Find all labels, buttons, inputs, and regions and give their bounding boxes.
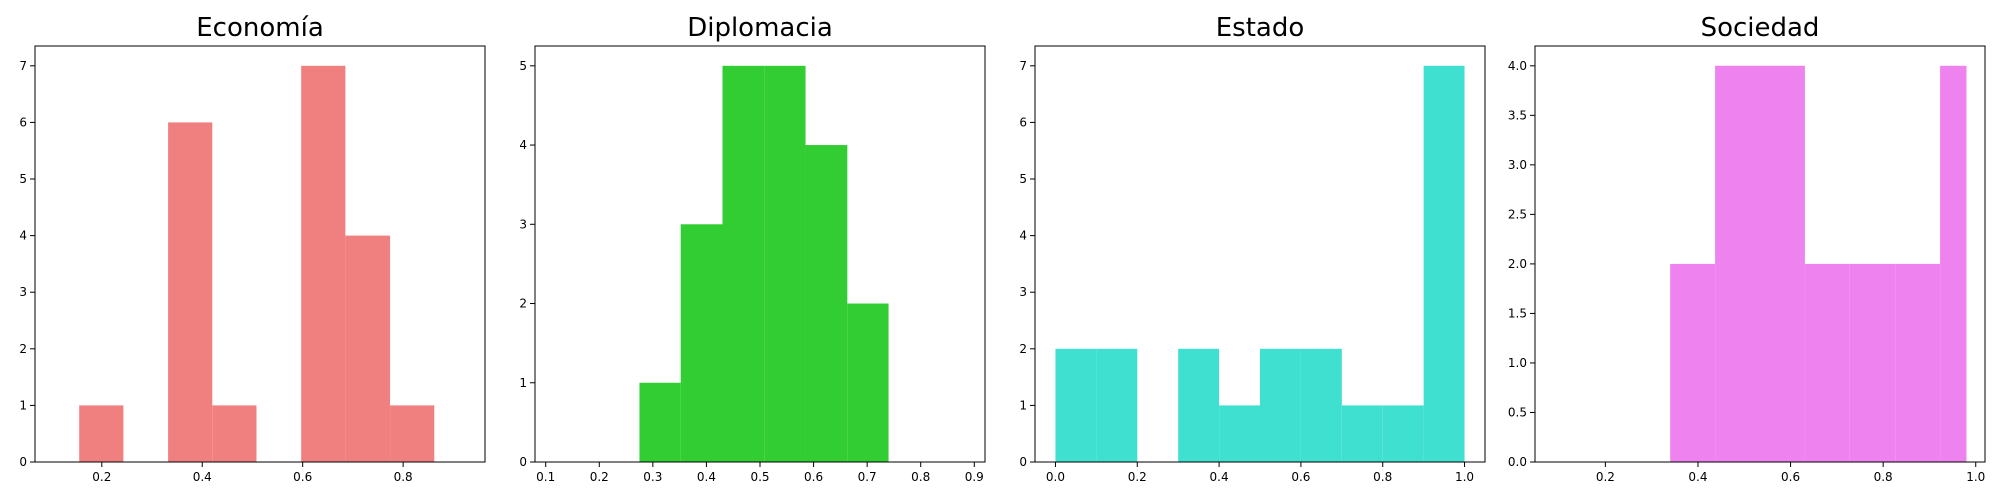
y-tick-label: 7 bbox=[1019, 59, 1027, 73]
histogram-bar bbox=[722, 65, 765, 463]
histogram-bar bbox=[1895, 263, 1941, 462]
x-tick-label: 0.5 bbox=[750, 470, 769, 484]
y-tick-label: 4 bbox=[1019, 229, 1027, 243]
x-tick-label: 0.6 bbox=[293, 470, 312, 484]
x-tick-label: 1.0 bbox=[1966, 470, 1985, 484]
y-tick-label: 2 bbox=[519, 297, 527, 311]
y-tick-label: 6 bbox=[1019, 115, 1027, 129]
x-tick-label: 0.2 bbox=[590, 470, 609, 484]
x-tick-label: 0.8 bbox=[1874, 470, 1893, 484]
x-tick-label: 0.6 bbox=[1781, 470, 1800, 484]
histogram-bar bbox=[1849, 263, 1896, 462]
panel-economia: Economía 0.2 0.4 0.6 0.8 0 1 2 3 4 5 6 7 bbox=[19, 13, 486, 484]
x-tick-label: 0.1 bbox=[536, 470, 555, 484]
x-tick-label: 0.4 bbox=[1210, 470, 1229, 484]
y-tick-label: 3.0 bbox=[1508, 158, 1527, 172]
y-tick-label: 1.5 bbox=[1508, 306, 1527, 320]
x-tick-label: 0.8 bbox=[911, 470, 930, 484]
y-tick-label: 2.0 bbox=[1508, 257, 1527, 271]
y-tick-label: 4.0 bbox=[1508, 59, 1527, 73]
y-tick-label: 1.0 bbox=[1508, 356, 1527, 370]
panel-title: Diplomacia bbox=[687, 13, 833, 43]
x-tick-label: 0.9 bbox=[965, 470, 984, 484]
histogram-bar bbox=[1940, 65, 1967, 463]
histogram-bar bbox=[1300, 348, 1342, 462]
y-tick-label: 2.5 bbox=[1508, 207, 1527, 221]
histogram-bar bbox=[301, 65, 346, 463]
histogram-bar bbox=[1341, 405, 1383, 462]
y-tick-label: 3.5 bbox=[1508, 108, 1527, 122]
axes-frame bbox=[34, 45, 486, 463]
y-tick-label: 3 bbox=[1019, 285, 1027, 299]
x-tick-label: 0.0 bbox=[1046, 470, 1065, 484]
histogram-bar bbox=[1423, 65, 1465, 463]
histogram-bar bbox=[680, 224, 723, 462]
histogram-bar bbox=[847, 303, 889, 462]
x-tick-label: 0.2 bbox=[92, 470, 111, 484]
x-tick-label: 0.7 bbox=[858, 470, 877, 484]
panel-sociedad: Sociedad 0.2 0.4 0.6 0.8 1.0 0.0 0.5 1.0 1.5 2.0 2… bbox=[1508, 13, 1986, 484]
histogram-bar bbox=[168, 122, 213, 462]
histogram-bar bbox=[1096, 348, 1138, 462]
y-tick-label: 5 bbox=[1019, 172, 1027, 186]
y-tick-label: 0 bbox=[519, 455, 527, 469]
y-tick-label: 5 bbox=[19, 172, 27, 186]
y-tick-label: 1 bbox=[19, 398, 27, 412]
histogram-bar bbox=[1715, 65, 1805, 463]
histogram-bar bbox=[1055, 348, 1097, 462]
y-tick-label: 5 bbox=[519, 59, 527, 73]
y-tick-label: 3 bbox=[19, 285, 27, 299]
x-tick-label: 0.2 bbox=[1128, 470, 1147, 484]
axes-frame bbox=[1034, 45, 1486, 463]
histogram-bar bbox=[390, 405, 435, 462]
x-tick-label: 0.6 bbox=[1291, 470, 1310, 484]
y-tick-label: 0.5 bbox=[1508, 405, 1527, 419]
x-tick-label: 0.2 bbox=[1596, 470, 1615, 484]
y-tick-label: 2 bbox=[1019, 342, 1027, 356]
panel-diplomacia: Diplomacia 0.1 0.2 0.3 0.4 0.5 0.6 0.7 0.8 0.9 0 1… bbox=[519, 13, 986, 484]
y-tick-label: 4 bbox=[19, 229, 27, 243]
histogram-bar bbox=[764, 65, 806, 463]
y-tick-label: 7 bbox=[19, 59, 27, 73]
x-tick-label: 0.4 bbox=[1688, 470, 1707, 484]
x-tick-label: 0.8 bbox=[1373, 470, 1392, 484]
panel-title: Estado bbox=[1216, 13, 1305, 43]
panel-estado: Estado 0.0 0.2 0.4 0.6 0.8 1.0 0 1 2 3 4 5 6 7 bbox=[1019, 13, 1486, 484]
y-tick-label: 0 bbox=[19, 455, 27, 469]
y-tick-label: 6 bbox=[19, 115, 27, 129]
histogram-bar bbox=[639, 382, 681, 462]
y-tick-label: 1 bbox=[519, 376, 527, 390]
y-tick-label: 2 bbox=[19, 342, 27, 356]
histogram-bar bbox=[1670, 263, 1716, 462]
x-tick-label: 0.4 bbox=[193, 470, 212, 484]
histogram-bar bbox=[79, 405, 124, 462]
histogram-bar bbox=[805, 145, 848, 463]
panel-title: Economía bbox=[196, 13, 324, 43]
histogram-bar bbox=[1219, 405, 1260, 462]
x-tick-label: 1.0 bbox=[1455, 470, 1474, 484]
x-tick-label: 0.4 bbox=[697, 470, 716, 484]
x-tick-label: 0.3 bbox=[643, 470, 662, 484]
histogram-bar bbox=[212, 405, 257, 462]
histogram-bar bbox=[1178, 348, 1220, 462]
y-tick-label: 0.0 bbox=[1508, 455, 1527, 469]
panel-title: Sociedad bbox=[1701, 13, 1820, 43]
y-tick-label: 3 bbox=[519, 217, 527, 231]
y-tick-label: 1 bbox=[1019, 398, 1027, 412]
histogram-bar bbox=[1804, 263, 1850, 462]
axes-frame bbox=[1534, 45, 1986, 463]
y-tick-label: 0 bbox=[1019, 455, 1027, 469]
y-tick-label: 4 bbox=[519, 138, 527, 152]
histogram-bar bbox=[1260, 348, 1301, 462]
histogram-bar bbox=[1382, 405, 1424, 462]
histogram-bar bbox=[345, 235, 391, 462]
x-tick-label: 0.6 bbox=[804, 470, 823, 484]
x-tick-label: 0.8 bbox=[394, 470, 413, 484]
